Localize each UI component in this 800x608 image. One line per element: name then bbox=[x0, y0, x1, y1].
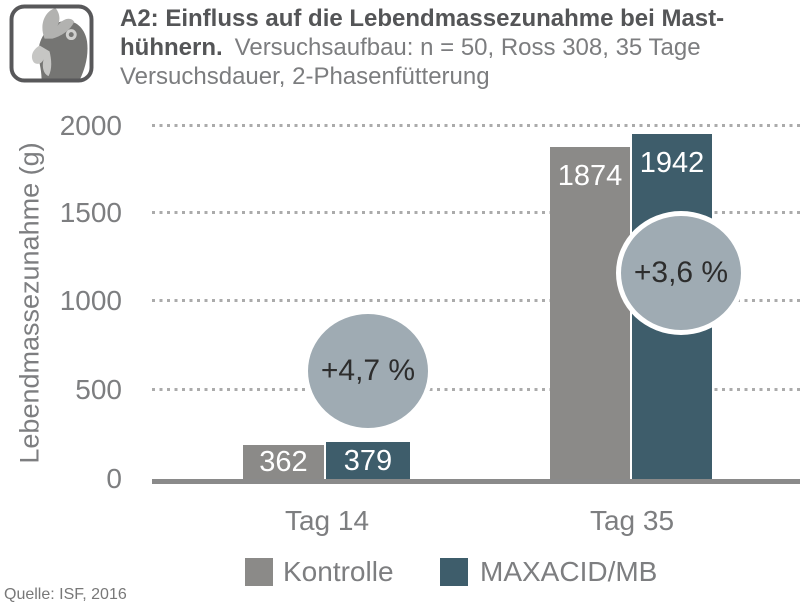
y-tick-0: 0 bbox=[106, 463, 122, 494]
chart-title: A2: Einfluss auf die Lebendmassezunahme … bbox=[120, 4, 792, 91]
bar-kontrolle-tag14: 362 bbox=[243, 445, 324, 479]
subtitle-line2: Versuchsaufbau: n = 50, Ross 308, 35 Tag… bbox=[234, 34, 701, 61]
x-category-tag35: Tag 35 bbox=[589, 505, 675, 536]
chicken-icon bbox=[9, 4, 94, 88]
legend-swatch-maxacid bbox=[440, 558, 468, 586]
subtitle-line3: Versuchsdauer, 2-Phasenfütterung bbox=[120, 63, 490, 90]
percent-label: +3,6 % bbox=[633, 256, 729, 289]
bar-maxacid-tag14: 379 bbox=[326, 442, 410, 479]
bar-value-label: 379 bbox=[343, 444, 393, 477]
gridline-1500 bbox=[152, 211, 800, 214]
bar-value-label: 362 bbox=[259, 446, 308, 478]
legend-label-kontrolle: Kontrolle bbox=[283, 556, 394, 587]
gridline-1000 bbox=[152, 299, 800, 302]
gridline-2000 bbox=[152, 124, 800, 127]
y-tick-1000: 1000 bbox=[59, 285, 122, 316]
y-tick-2000: 2000 bbox=[59, 110, 122, 141]
x-axis-line bbox=[152, 479, 800, 484]
percent-label: +4,7 % bbox=[320, 354, 416, 387]
gridline-500 bbox=[152, 388, 800, 391]
percent-badge-tag35: +3,6 % bbox=[616, 211, 746, 335]
bar-value-label: 1942 bbox=[639, 147, 705, 179]
y-tick-1500: 1500 bbox=[59, 197, 122, 228]
y-tick-500: 500 bbox=[75, 374, 122, 405]
title-bold-line2: hühnern. bbox=[120, 34, 223, 61]
bar-value-label: 1874 bbox=[557, 160, 623, 192]
bar-kontrolle-tag35: 1874 bbox=[550, 147, 630, 479]
legend-label-maxacid: MAXACID/MB bbox=[480, 556, 658, 587]
source-note: Quelle: ISF, 2016 bbox=[4, 586, 127, 603]
title-bold-line1: A2: Einfluss auf die Lebendmassezunahme … bbox=[120, 5, 725, 32]
legend-swatch-kontrolle bbox=[245, 558, 273, 586]
percent-badge-tag14: +4,7 % bbox=[303, 309, 433, 433]
x-category-tag14: Tag 14 bbox=[284, 505, 370, 536]
